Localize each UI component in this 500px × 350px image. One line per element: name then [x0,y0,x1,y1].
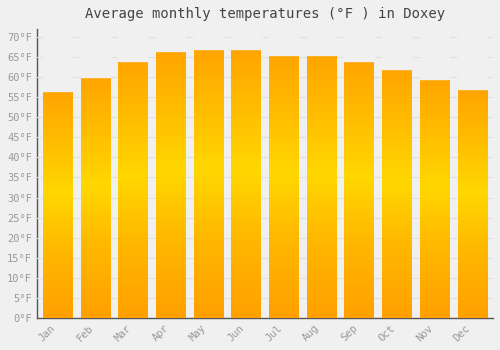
Bar [344,29,374,61]
Bar [269,29,298,55]
Bar [156,29,186,51]
Bar [194,29,223,49]
Bar [307,29,336,55]
Bar [43,29,72,91]
Title: Average monthly temperatures (°F ) in Doxey: Average monthly temperatures (°F ) in Do… [85,7,445,21]
Bar [118,29,148,61]
Bar [382,29,412,69]
Bar [232,29,261,49]
Bar [420,29,450,79]
Bar [80,29,110,77]
Bar [458,29,487,89]
